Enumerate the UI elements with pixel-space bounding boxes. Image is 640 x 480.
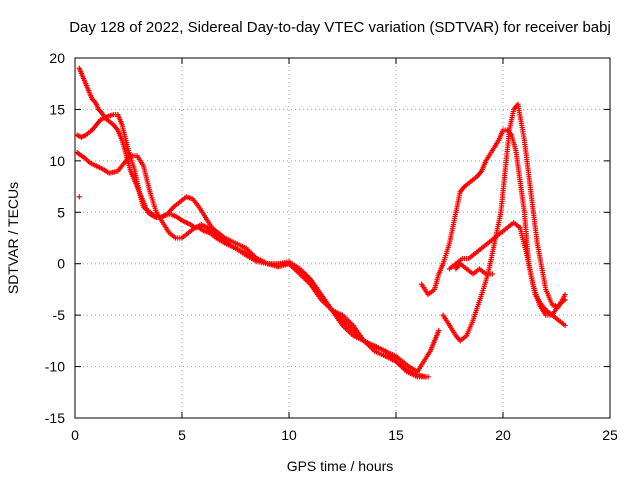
x-tick-label: 5: [178, 427, 186, 443]
data-series: [76, 194, 82, 200]
data-point: [436, 327, 442, 334]
x-tick-label: 25: [602, 427, 618, 443]
chart-title: Day 128 of 2022, Sidereal Day-to-day VTE…: [69, 19, 611, 36]
x-tick-label: 15: [388, 427, 404, 443]
data-point: [562, 291, 568, 298]
data-point: [489, 271, 495, 277]
y-tick-label: 15: [49, 101, 65, 117]
data-layer: [74, 65, 568, 380]
y-tick-label: -5: [53, 307, 66, 323]
data-series: [453, 261, 495, 277]
x-axis-label: GPS time / hours: [287, 458, 394, 474]
y-axis-label: SDTVAR / TECUs: [5, 182, 21, 294]
data-series: [419, 127, 568, 329]
plot-border: [74, 57, 611, 419]
data-point: [423, 374, 429, 380]
data-point: [562, 297, 568, 303]
data-series: [74, 150, 429, 380]
grid: [75, 58, 610, 418]
x-tick-label: 10: [281, 427, 297, 443]
y-tick-label: 5: [57, 204, 65, 220]
x-tick-label: 0: [71, 427, 79, 443]
data-point: [562, 322, 568, 329]
x-tick-label: 20: [495, 427, 511, 443]
data-point: [76, 194, 82, 200]
y-tick-label: 20: [49, 50, 65, 66]
y-tick-label: 10: [49, 153, 65, 169]
data-series: [74, 111, 431, 380]
y-tick-label: -10: [45, 359, 65, 375]
data-series: [446, 219, 568, 318]
y-tick-label: -15: [45, 410, 65, 426]
axes-ticks: 0 5 10 15 20 25 -15 -10 -5 0 5 10 15 20: [45, 50, 618, 443]
data-series: [76, 65, 442, 375]
y-tick-label: 0: [57, 256, 65, 272]
data-series: [440, 101, 568, 344]
